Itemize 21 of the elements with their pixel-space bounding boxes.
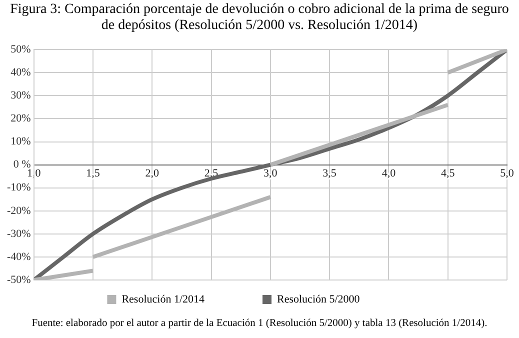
y-tick-label: -50% <box>7 274 31 286</box>
y-tick-label: 50% <box>10 43 31 56</box>
x-tick-label: 1,5 <box>86 167 100 180</box>
y-tick-label: -30% <box>7 228 31 240</box>
y-tick-label: 10% <box>10 136 31 148</box>
y-tick-label: -10% <box>7 182 31 194</box>
source-note: Fuente: elaborado por el autor a partir de la Ecuación 1 (Resolución 5/2000) y tabla 13 (Resolución 1/2014). <box>30 318 488 329</box>
y-tick-label: 30% <box>10 90 31 102</box>
chart-title: Figura 3: Comparación porcentaje de devolución o cobro adicional de la prima de seguro de depósitos (Resolución 5/2000 vs. Resolución 1/2014) <box>10 2 509 34</box>
x-tick-label: 3,0 <box>264 167 278 180</box>
legend-label: Resolución 1/2014 <box>122 293 249 306</box>
y-tick-label: 40% <box>10 66 31 79</box>
y-tick-label: -20% <box>7 204 31 217</box>
x-tick-label: 4,0 <box>382 167 396 180</box>
legend-label: Resolución 5/2000 <box>277 293 404 306</box>
y-tick-label: -40% <box>7 250 31 263</box>
x-tick-label: 2,0 <box>145 167 160 180</box>
x-tick-label: 5,0 <box>500 167 514 180</box>
x-tick-label: 3,5 <box>322 167 337 180</box>
x-tick-label: 4,5 <box>440 167 456 180</box>
y-tick-label: 20% <box>10 112 31 125</box>
